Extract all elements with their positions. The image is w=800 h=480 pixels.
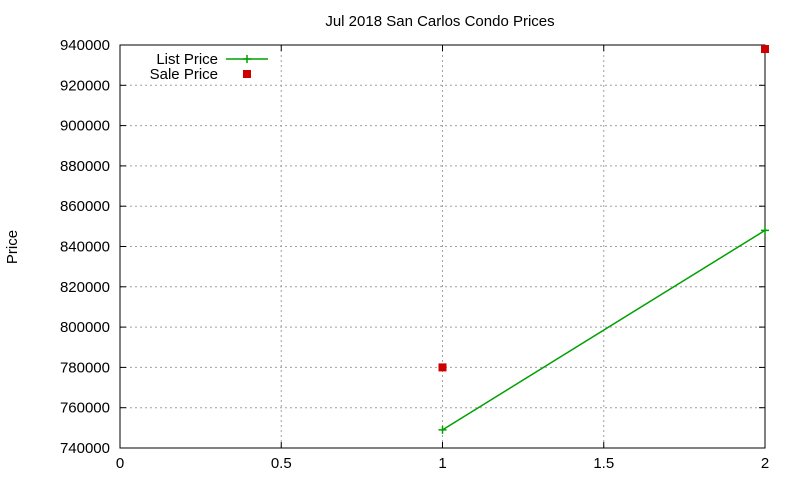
- axis-ticks: 740000 760000 780000 800000 820000 840000 8600…: [60, 37, 769, 472]
- legend-item: List Price: [156, 51, 268, 68]
- x-tick-label: 1: [438, 455, 446, 472]
- data-point: [438, 425, 447, 434]
- series-list-price: [438, 226, 769, 434]
- legend-label: Sale Price: [150, 66, 218, 83]
- y-tick-label: 900000: [60, 118, 110, 135]
- y-tick-label: 880000: [60, 158, 110, 175]
- x-tick-label: 2: [761, 455, 769, 472]
- legend-item: Sale Price: [150, 66, 251, 83]
- legend-marker: [243, 55, 251, 63]
- y-tick-label: 820000: [60, 279, 110, 296]
- y-tick-label: 920000: [60, 77, 110, 94]
- x-tick-label: 1.5: [593, 455, 614, 472]
- legend-label: List Price: [156, 51, 218, 68]
- y-tick-label: 780000: [60, 359, 110, 376]
- data-point: [761, 226, 769, 235]
- grid: [120, 45, 765, 448]
- y-tick-label: 800000: [60, 319, 110, 336]
- chart-title: Jul 2018 San Carlos Condo Prices: [325, 13, 554, 30]
- data-point: [438, 363, 447, 372]
- series-sale-price: [438, 45, 769, 372]
- series-line: [442, 229, 766, 431]
- series-layer: [438, 45, 769, 434]
- y-tick-label: 740000: [60, 440, 110, 457]
- y-axis-label: Price: [4, 230, 21, 264]
- x-tick-label: 0.5: [271, 455, 292, 472]
- y-tick-label: 840000: [60, 239, 110, 256]
- legend-marker: [243, 70, 251, 78]
- data-point: [761, 45, 769, 54]
- y-tick-label: 860000: [60, 198, 110, 215]
- y-tick-label: 760000: [60, 400, 110, 417]
- y-tick-label: 940000: [60, 37, 110, 54]
- x-tick-label: 0: [116, 455, 124, 472]
